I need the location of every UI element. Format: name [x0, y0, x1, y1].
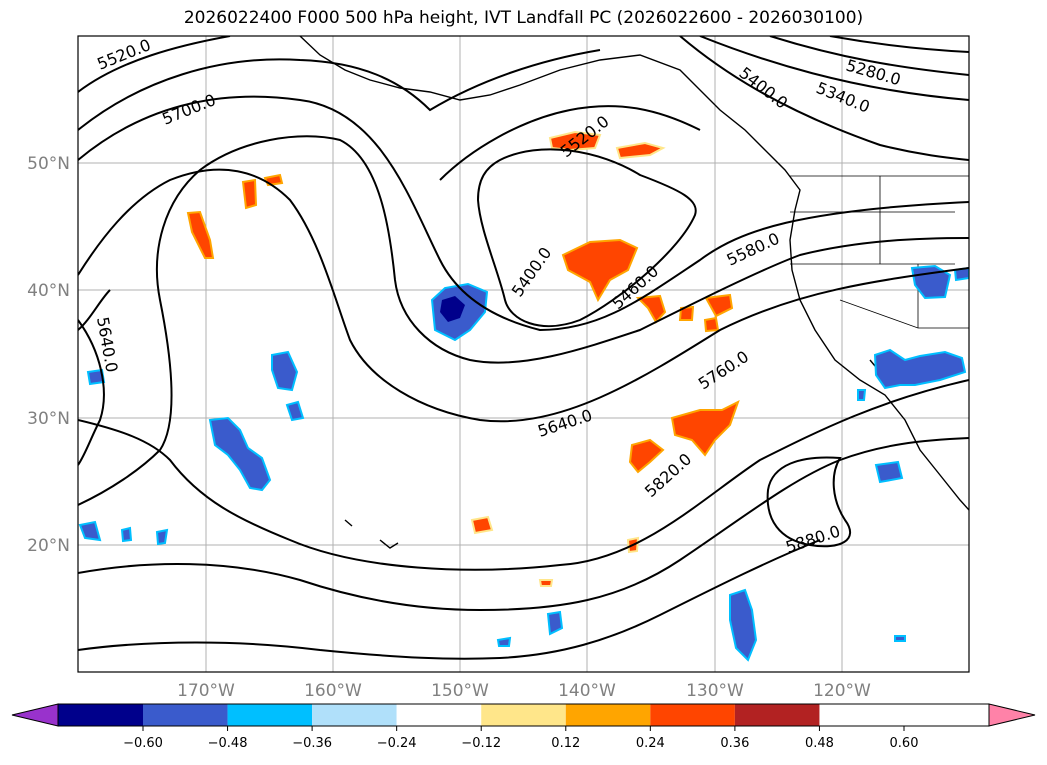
colorbar-cell: [565, 704, 651, 726]
colorbar-cell: [143, 704, 228, 726]
lat-label: 50°N: [27, 154, 70, 174]
colorbar-tick-label: −0.48: [208, 736, 248, 751]
colorbar-tick-label: 0.48: [805, 736, 834, 751]
lon-label: 120°W: [813, 681, 871, 701]
lon-label: 160°W: [304, 681, 362, 701]
map-border: [77, 35, 970, 673]
longitude-labels: 170°W 160°W 150°W 140°W 130°W 120°W: [177, 681, 871, 701]
colorbar-tick-label: 0.60: [890, 736, 919, 751]
colorbar-ticks: −0.60 −0.48 −0.36 −0.24 −0.12 0.12 0.24 0.36 0.4…: [123, 726, 918, 751]
colorbar-cell: [227, 704, 313, 726]
lon-label: 130°W: [686, 681, 744, 701]
political-borders: [790, 175, 969, 329]
colorbar-tick-label: −0.36: [292, 736, 332, 751]
map-frame-bg: [78, 36, 969, 672]
colorbar-cell: [650, 704, 735, 726]
latitude-labels: 50°N 40°N 30°N 20°N: [27, 154, 70, 556]
lon-label: 140°W: [558, 681, 616, 701]
lat-label: 20°N: [27, 536, 70, 556]
lon-label: 170°W: [177, 681, 235, 701]
colorbar-extend-right: [988, 703, 1036, 727]
colorbar-cell: [734, 704, 820, 726]
lon-label: 150°W: [431, 681, 489, 701]
colorbar-tick-label: 0.36: [720, 736, 749, 751]
colorbar-cells: [58, 704, 820, 726]
colorbar-border: [57, 703, 990, 727]
lat-label: 40°N: [27, 281, 70, 301]
height-contours: [78, 36, 969, 660]
colorbar-cell: [58, 704, 143, 726]
colorbar-tick-label: −0.24: [377, 736, 417, 751]
colorbar-cell: [481, 704, 566, 726]
colorbar-cell: [396, 704, 482, 726]
colorbar-cell: [312, 704, 397, 726]
colorbar-extend-left: [11, 703, 59, 727]
colorbar-tick-label: 0.12: [551, 736, 580, 751]
colorbar-tick-label: −0.60: [123, 736, 163, 751]
colorbar: −0.60 −0.48 −0.36 −0.24 −0.12 0.12 0.24 0.36 0.4…: [11, 703, 1036, 751]
colorbar-tick-label: −0.12: [461, 736, 501, 751]
map-title: 2026022400 F000 500 hPa height, IVT Land…: [183, 8, 864, 28]
colorbar-tick-label: 0.24: [636, 736, 665, 751]
lat-label: 30°N: [27, 409, 70, 429]
ivt-positive-regions: [186, 130, 740, 587]
